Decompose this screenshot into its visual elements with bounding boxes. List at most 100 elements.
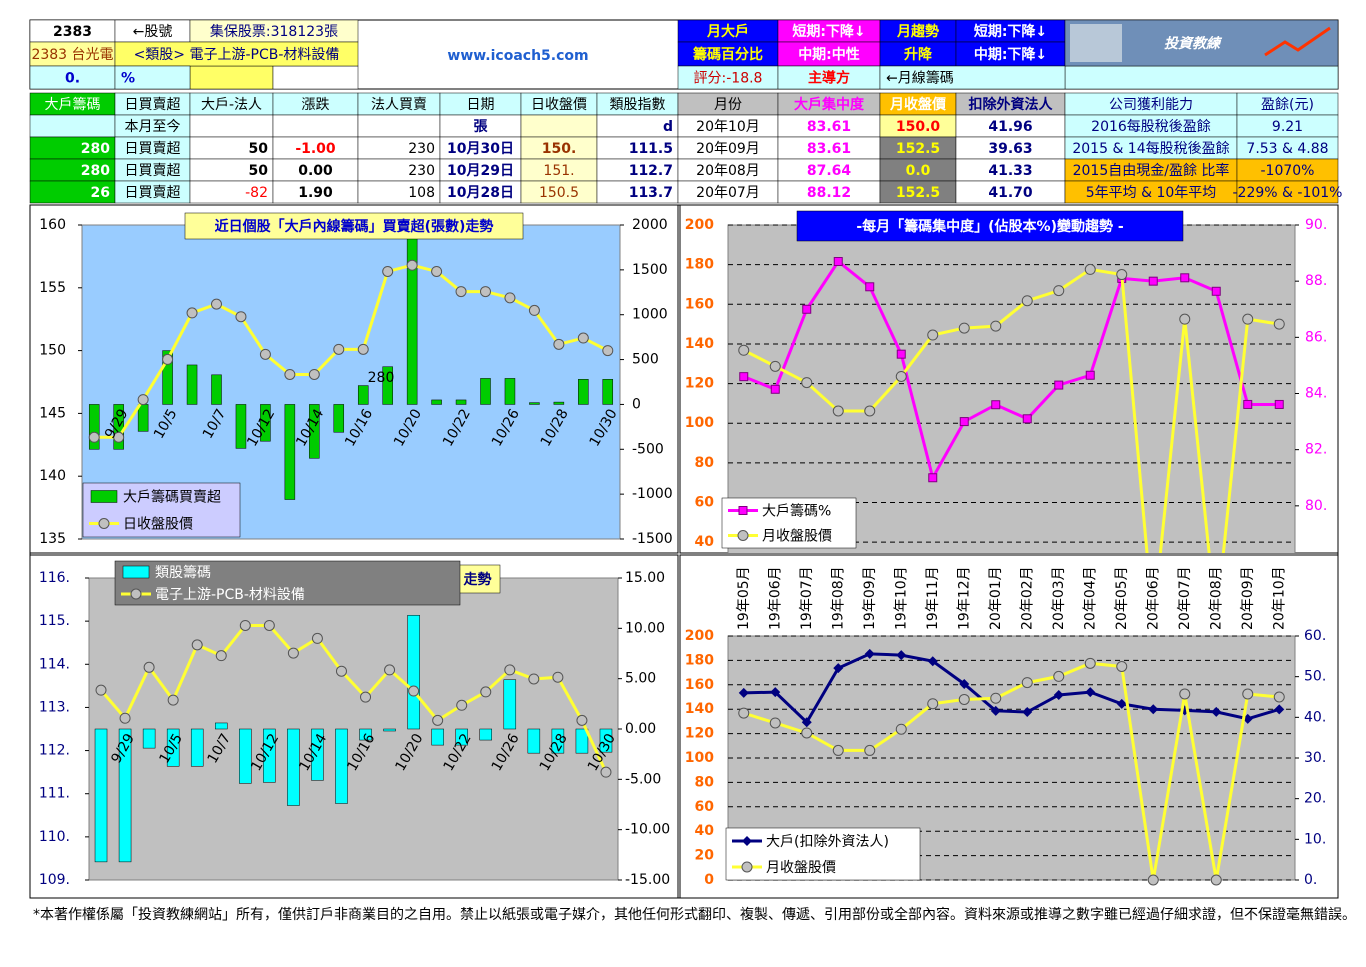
- y2-tick-label: 10.00: [625, 620, 665, 636]
- line-marker: [770, 687, 781, 698]
- bar: [215, 722, 228, 730]
- y-tick-label: 145: [39, 405, 66, 421]
- line-marker: [137, 394, 149, 406]
- table-text: 108: [408, 185, 435, 201]
- x-tick-label: 20年03月: [1051, 566, 1067, 630]
- table-text: 88.12: [807, 185, 851, 201]
- bar: [431, 399, 442, 405]
- y-tick-label: 140: [685, 701, 714, 717]
- line-marker: [1085, 687, 1096, 698]
- y2-tick-label: -500: [632, 441, 664, 457]
- line-marker: [1084, 263, 1096, 275]
- line: [743, 267, 1280, 553]
- y2-tick-label: -1000: [632, 486, 673, 502]
- table-header-text: 盈餘(元): [1261, 96, 1314, 113]
- line-marker: [576, 714, 588, 726]
- y-tick-label: 111.: [39, 786, 70, 802]
- bar: [480, 378, 491, 405]
- bar: [309, 404, 320, 459]
- bar: [575, 728, 589, 754]
- line-marker: [1053, 689, 1064, 700]
- x-tick-label: 20年06月: [1145, 566, 1161, 630]
- legend-marker: [741, 861, 753, 873]
- line-marker: [1116, 698, 1127, 709]
- y2-tick-label: -15.00: [625, 872, 670, 888]
- dashboard-border: [29, 204, 1339, 899]
- line-marker: [927, 656, 938, 667]
- line-marker: [113, 431, 125, 443]
- bar: [166, 728, 180, 767]
- plot-data: [738, 257, 1285, 553]
- y-tick-label: 180: [685, 257, 714, 273]
- legend-box: [725, 827, 921, 881]
- header-text: 主導方: [808, 70, 850, 87]
- chart-title: 近日個股「大戶內線籌碼」買賣超(張數)走勢: [215, 218, 494, 235]
- bar: [553, 401, 565, 405]
- y-tick-label: 112.: [39, 743, 70, 759]
- line-marker: [801, 377, 813, 389]
- y-tick-label: 100: [685, 750, 714, 766]
- y2-tick-label: 15.00: [625, 570, 665, 586]
- line: [94, 263, 609, 439]
- header-text: ←月線籌碼: [886, 71, 954, 87]
- line-marker: [1085, 370, 1095, 380]
- x-tick-label: 19年05月: [736, 566, 752, 630]
- y2-tick-label: 2000: [632, 217, 668, 233]
- table-text: 111.5: [629, 141, 673, 157]
- line: [99, 623, 608, 773]
- line-marker: [167, 694, 179, 706]
- y2-tick-label: 10.: [1304, 831, 1326, 847]
- table-header-text: 漲跌: [302, 97, 330, 113]
- bar: [162, 350, 173, 405]
- x-tick-label: 20年07月: [1177, 566, 1193, 630]
- y-tick-label: 200: [685, 217, 714, 233]
- header-text: 集保股票:318123張: [210, 23, 338, 40]
- line-marker: [959, 417, 969, 427]
- x-tick-label: 20年10月: [1271, 566, 1287, 630]
- y-tick-label: 140: [685, 336, 714, 352]
- table-text: 10月29日: [447, 163, 514, 179]
- y2-tick-label: 40.: [1304, 709, 1326, 725]
- y-tick-label: 114.: [39, 656, 70, 672]
- legend-label: 大戶籌碼%: [762, 504, 831, 520]
- header-text: 籌碼百分比: [693, 46, 763, 63]
- table-cell: [29, 114, 116, 138]
- line-marker: [504, 292, 516, 304]
- line-marker: [432, 714, 444, 726]
- bar: [504, 378, 516, 405]
- plot-data: [94, 614, 613, 863]
- table-text: 83.61: [807, 119, 851, 135]
- legend-marker: [98, 518, 110, 529]
- line-marker: [1242, 313, 1254, 325]
- footer-note: *本著作權係屬「投資教練網站」所有，僅供訂戶非商業目的之自用。禁止以紙張或電子媒…: [33, 906, 1356, 923]
- line-marker: [1022, 414, 1032, 424]
- bar: [311, 728, 324, 781]
- legend-swatch: [90, 490, 118, 503]
- bar: [211, 374, 222, 405]
- bar: [335, 728, 348, 804]
- x-tick-label: 19年10月: [893, 566, 909, 630]
- table-text: 7.53 & 4.88: [1246, 141, 1328, 157]
- line-marker: [896, 650, 907, 661]
- y-tick-label: 60: [695, 495, 715, 511]
- x-tick-label: 20年05月: [1114, 566, 1130, 630]
- y2-tick-label: 88.: [1305, 273, 1327, 289]
- bar: [529, 402, 540, 405]
- bar: [599, 728, 613, 753]
- y2-tick-label: 5.00: [625, 671, 656, 687]
- x-tick-label: 20年04月: [1082, 566, 1098, 630]
- line-marker: [1021, 677, 1033, 689]
- line-marker: [1273, 691, 1285, 703]
- table-text: 39.63: [988, 141, 1032, 157]
- table-header-text: 日買賣超: [125, 97, 181, 113]
- table-text: 9.21: [1272, 119, 1303, 135]
- y2-tick-label: 30.: [1304, 750, 1326, 766]
- line-marker: [991, 400, 1001, 410]
- line-marker: [119, 712, 131, 724]
- line-marker: [738, 707, 750, 719]
- x-tick-label: 20年02月: [1019, 566, 1035, 630]
- line-marker: [801, 727, 813, 739]
- table-text: 41.96: [988, 119, 1032, 135]
- table-text: -229% & -101%: [1233, 185, 1343, 201]
